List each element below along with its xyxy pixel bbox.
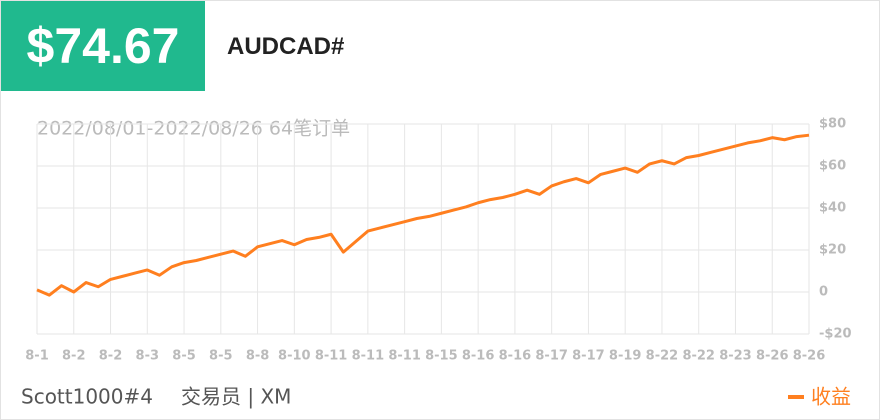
x-tick-label: 8-22 — [646, 349, 679, 364]
profit: $74.67 — [1, 1, 205, 91]
legend-label: 收益 — [811, 385, 851, 409]
y-tick-label: $20 — [819, 243, 846, 258]
line — [36, 133, 810, 297]
x-tick-label: 8-16 — [499, 349, 532, 364]
x-tick-label: 8-11 — [352, 349, 385, 364]
x-tick-label: 8-2 — [62, 349, 86, 364]
x-tick-label: 8-8 — [246, 349, 270, 364]
chart-title: AUDCAD# — [227, 33, 345, 60]
role: 交易员 | XM — [181, 385, 291, 409]
x-tick-label: 8-10 — [278, 349, 311, 364]
x-tick-label: 8-26 — [793, 349, 826, 364]
x-tick-label: 8-17 — [535, 349, 568, 364]
x-tick-label: 8-1 — [25, 349, 49, 364]
x-tick-label: 8-15 — [425, 349, 458, 364]
x-tick-label: 8-11 — [388, 349, 421, 364]
x-tick-label: 8-2 — [99, 349, 123, 364]
x-tick-label: 8-22 — [682, 349, 715, 364]
y-tick-label: 0 — [819, 285, 828, 300]
x-tick-label: 8-19 — [609, 349, 642, 364]
x-tick-label: 8-26 — [756, 349, 789, 364]
subtitle: 2022/08/01-2022/08/26 64笔订单 — [37, 118, 350, 140]
y-tick-label: -$20 — [819, 327, 852, 342]
x-tick-label: 8-16 — [462, 349, 495, 364]
x-tick-label: 8-5 — [172, 349, 196, 364]
y-tick-label: $60 — [819, 159, 846, 174]
x-tick-label: 8-11 — [315, 349, 348, 364]
y-tick-label: $80 — [819, 117, 846, 132]
x-tick-label: 8-17 — [572, 349, 605, 364]
x-tick-label: 8-3 — [136, 349, 160, 364]
x-tick-label: 8-23 — [719, 349, 752, 364]
y-tick-label: $40 — [819, 201, 846, 216]
x-tick-label: 8-5 — [209, 349, 233, 364]
trader: Scott1000#4 — [21, 385, 153, 409]
